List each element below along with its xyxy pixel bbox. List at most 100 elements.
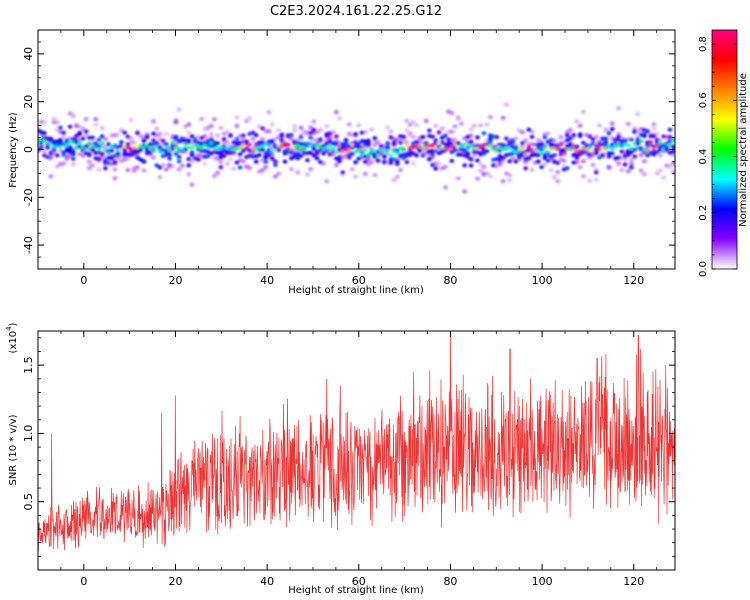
heatmap-cell [231,166,237,171]
heatmap-cell [635,141,641,146]
heatmap-cell [471,123,477,129]
heatmap-cell [520,141,525,146]
heatmap-cell [404,127,410,133]
heatmap-cell [574,159,580,165]
heatmap-cell [61,142,66,146]
heatmap-cell [625,121,631,127]
heatmap-cell [657,168,663,173]
heatmap-cell [48,174,54,179]
heatmap-cell [179,163,185,169]
heatmap-cell [404,118,410,124]
heatmap-cell [503,102,509,107]
heatmap-cell [455,114,461,120]
heatmap-cell [423,118,429,124]
x-tick-label: 80 [443,274,457,287]
heatmap-cell [150,155,156,160]
heatmap-cell [70,162,76,167]
heatmap-cell [385,149,390,154]
heatmap-cell [369,127,375,132]
heatmap-cell [475,158,480,163]
heatmap-cell [641,150,647,155]
heatmap-cell [241,133,246,138]
heatmap-cell [131,140,137,145]
heatmap-cell [163,131,169,137]
heatmap-cell [645,146,651,151]
heatmap-cell [641,171,647,177]
heatmap-cell [478,161,484,167]
heatmap-cell [86,165,92,171]
heatmap-cell [609,121,615,126]
heatmap-cell [356,123,362,128]
heatmap-cell [497,153,503,158]
heatmap-cells [38,102,675,194]
x-tick-label: 120 [623,274,644,287]
heatmap-cell [523,152,528,156]
heatmap-cell [372,172,378,178]
heatmap-cell [363,148,368,153]
heatmap-cell [587,178,593,184]
heatmap-cell [427,157,432,162]
multiplier-exponent: 4 [5,326,13,331]
heatmap-cell [369,149,374,153]
heatmap-cell [295,144,300,148]
heatmap-cell [629,137,634,142]
heatmap-cell [414,122,420,128]
heatmap-cell [481,164,487,170]
heatmap-cell [577,164,583,170]
heatmap-cell [119,139,124,144]
heatmap-cell [551,138,557,143]
heatmap-cell [125,167,131,173]
heatmap-cell [253,133,259,138]
heatmap-cell [484,171,490,176]
heatmap-cell [590,137,596,142]
heatmap-cell [211,117,217,122]
heatmap-cell [623,142,628,147]
heatmap-cell [189,153,195,158]
heatmap-cell [260,144,265,148]
heatmap-cell [462,142,467,147]
heatmap-cell [388,160,394,165]
heatmap-cell [353,160,358,165]
heatmap-cell [122,148,127,153]
heatmap-cell [257,146,262,150]
heatmap-cell [304,172,310,177]
heatmap-cell [394,174,400,180]
heatmap-cell [218,151,224,156]
heatmap-cell [510,156,516,161]
x-tick-label: 100 [532,274,553,287]
heatmap-cell [542,145,547,150]
heatmap-cell [205,154,211,159]
heatmap-cell [651,152,657,157]
heatmap-cell [269,156,275,161]
heatmap-cell [651,126,657,132]
heatmap-cell [150,119,156,124]
heatmap-cell [164,145,169,149]
heatmap-cell [519,129,525,135]
heatmap-cell [61,134,67,139]
heatmap-cell [208,137,214,142]
heatmap-cell [641,133,647,138]
heatmap-cell [173,134,179,139]
heatmap-cell [616,131,622,137]
heatmap-cell [206,145,211,150]
heatmap-cell [67,146,73,151]
heatmap-cell [186,130,192,135]
heatmap-cell [423,142,429,147]
heatmap-cell [382,149,387,154]
heatmap-cell [70,113,76,119]
heatmap-cell [433,123,439,129]
heatmap-cell [141,138,147,143]
heatmap-cell [164,142,169,147]
heatmap-cell [622,156,628,162]
heatmap-cell [641,159,647,164]
heatmap-cell [475,146,480,151]
heatmap-cell [70,156,76,161]
heatmap-cell [250,136,256,142]
heatmap-cell [176,159,182,164]
colorbar-tick-label: 0.6 [698,92,709,108]
heatmap-cell [227,156,233,162]
heatmap-cell [295,156,301,161]
heatmap-cell [606,165,612,170]
heatmap-cell [234,136,240,141]
